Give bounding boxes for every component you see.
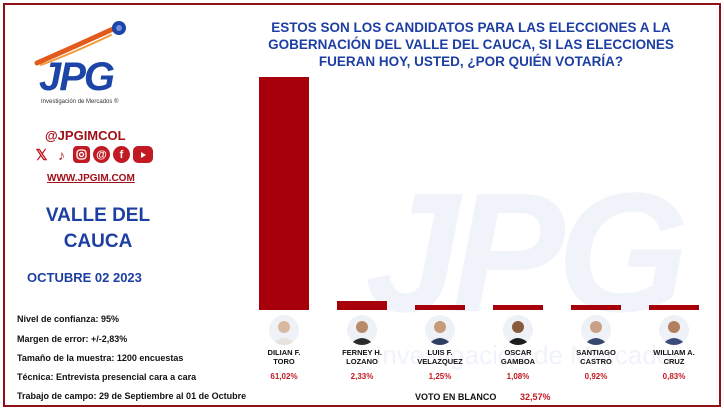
candidate-name-line: CRUZ	[663, 357, 685, 366]
bar-6	[649, 305, 699, 310]
bar-1	[259, 77, 309, 310]
candidate-name-line: LUIS F.	[427, 348, 453, 357]
logo-subtitle: Investigación de Mercados ®	[41, 99, 119, 105]
sample-size: Tamaño de la muestra: 1200 encuestas	[17, 353, 184, 363]
blank-vote-label: VOTO EN BLANCO	[415, 392, 497, 402]
candidate-name-5: SANTIAGO CASTRO	[557, 348, 635, 366]
candidate-name-4: OSCAR GAMBOA	[479, 348, 557, 366]
bar-chart: DILIAN F. TORO 61,02% FERNEY H. LOZANO 2,33% L…	[235, 65, 715, 405]
instagram-icon[interactable]	[73, 146, 90, 163]
candidate-photo-6	[659, 315, 689, 345]
title-line-3: FUERAN HOY, USTED, ¿POR QUIÉN VOTARÍA?	[318, 54, 624, 69]
candidate-photo-4	[503, 315, 533, 345]
value-label-5: 0,92%	[584, 372, 608, 381]
candidate-name-line: OSCAR	[504, 348, 532, 357]
margin-of-error: Margen de error: +/-2,83%	[17, 334, 128, 344]
candidate-name-line: SANTIAGO	[576, 348, 616, 357]
region-line-1: VALLE DEL	[45, 205, 151, 226]
value-label-1: 61,02%	[270, 372, 298, 381]
logo-text: JPG	[39, 55, 115, 99]
candidate-photo-3	[425, 315, 455, 345]
x-icon[interactable]: 𝕏	[33, 146, 50, 164]
left-panel: JPG Investigación de Mercados ® @JPGIMCO…	[5, 5, 246, 405]
confidence-level: Nivel de confianza: 95%	[17, 314, 120, 324]
candidate-name-line: TORO	[273, 357, 295, 366]
survey-date: OCTUBRE 02 2023	[27, 270, 142, 285]
youtube-icon[interactable]	[133, 146, 153, 163]
infographic-frame: JPG Investigación de Mercados JPG Invest…	[3, 3, 721, 407]
candidate-photo-5	[581, 315, 611, 345]
candidate-name-3: LUIS F. VELAZQUEZ	[401, 348, 479, 366]
jpg-logo: JPG Investigación de Mercados ®	[29, 19, 139, 111]
survey-technique: Técnica: Entrevista presencial cara a ca…	[17, 372, 197, 382]
bar-5	[571, 305, 621, 310]
website-link[interactable]: WWW.JPGIM.COM	[47, 173, 135, 184]
candidate-name-6: WILLIAM A. CRUZ	[635, 348, 713, 366]
candidate-name-line: LOZANO	[346, 357, 378, 366]
candidate-name-line: GAMBOA	[500, 357, 536, 366]
region-line-2: CAUCA	[63, 231, 133, 252]
bar-2	[337, 301, 387, 310]
tiktok-icon[interactable]: ♪	[53, 146, 70, 163]
title-line-2: GOBERNACIÓN DEL VALLE DEL CAUCA, SI LAS …	[268, 37, 674, 52]
rocket-swoosh-icon	[34, 21, 126, 66]
title-line-1: ESTOS SON LOS CANDIDATOS PARA LAS ELECCI…	[271, 20, 671, 35]
fieldwork-dates: Trabajo de campo: 29 de Septiembre al 01…	[17, 391, 247, 401]
blank-vote-value: 32,57%	[520, 392, 551, 402]
candidate-photo-2	[347, 315, 377, 345]
candidate-photo-1	[269, 315, 299, 345]
chart-title: ESTOS SON LOS CANDIDATOS PARA LAS ELECCI…	[237, 19, 705, 70]
candidate-name-line: VELAZQUEZ	[417, 357, 463, 366]
candidate-name-line: WILLIAM A.	[653, 348, 695, 357]
bar-4	[493, 305, 543, 310]
candidate-name-line: DILIAN F.	[267, 348, 301, 357]
bar-3	[415, 305, 465, 310]
candidate-name-line: FERNEY H.	[342, 348, 382, 357]
social-icons: 𝕏 ♪ @ f	[33, 146, 153, 168]
threads-icon[interactable]: @	[93, 146, 110, 163]
value-label-2: 2,33%	[350, 372, 374, 381]
value-label-3: 1,25%	[428, 372, 452, 381]
candidate-name-line: CASTRO	[580, 357, 612, 366]
value-label-6: 0,83%	[662, 372, 686, 381]
region-title: VALLE DEL CAUCA	[33, 203, 163, 255]
facebook-icon[interactable]: f	[113, 146, 130, 163]
candidate-name-2: FERNEY H. LOZANO	[323, 348, 401, 366]
candidate-name-1: DILIAN F. TORO	[245, 348, 323, 366]
social-handle: @JPGIMCOL	[45, 128, 126, 143]
value-label-4: 1,08%	[506, 372, 530, 381]
